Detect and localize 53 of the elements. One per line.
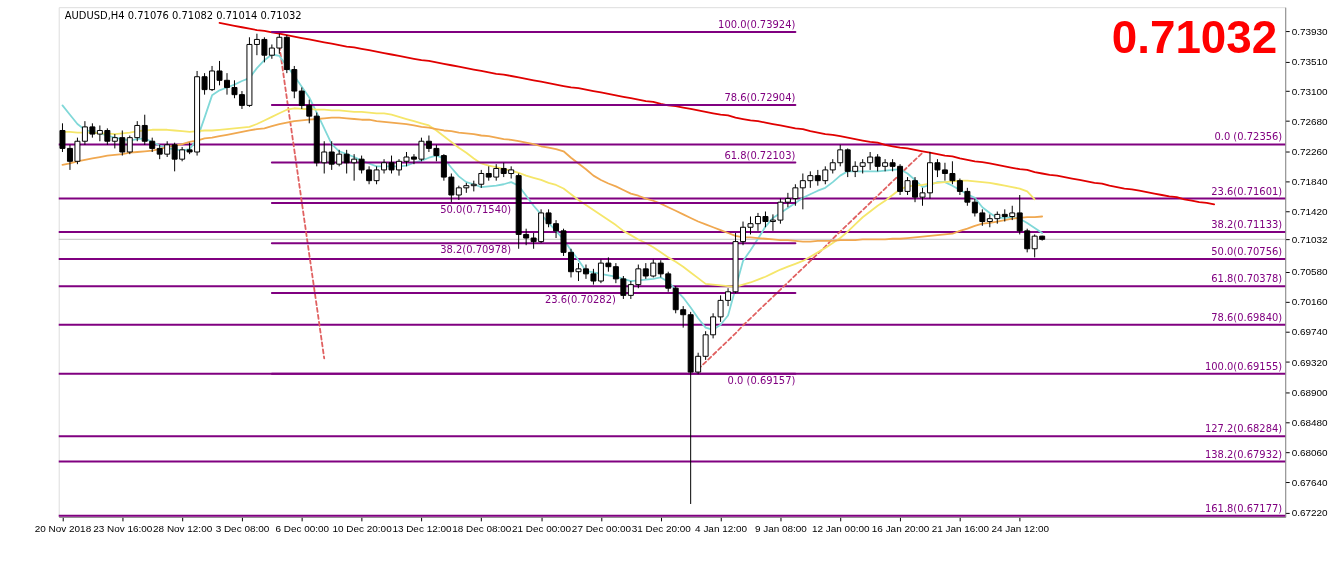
- annotation: 0.71032: [1111, 11, 1278, 63]
- x-tick-label: 13 Dec 12:00: [392, 523, 452, 535]
- series-label: 0.0 (0.69157): [727, 374, 796, 386]
- ref-line-label: 138.2(0.67932): [1204, 448, 1283, 460]
- y-tick-label: 0.71420: [1291, 205, 1329, 217]
- y-tick-label: 0.68060: [1291, 446, 1329, 458]
- y-tick-label: 0.73510: [1291, 56, 1329, 68]
- y-tick-label: 0.72260: [1291, 145, 1329, 157]
- x-tick-label: 27 Dec 00:00: [571, 523, 632, 535]
- x-tick-label: 23 Nov 16:00: [93, 523, 153, 535]
- y-tick-label: 0.68900: [1291, 386, 1329, 398]
- ref-line-label: 161.8(0.67177): [1204, 502, 1283, 514]
- ref-line-label: 61.8(0.70378): [1211, 273, 1283, 285]
- x-tick-label: 12 Jan 00:00: [812, 523, 870, 535]
- y-tick-label: 0.70580: [1291, 266, 1329, 278]
- x-tick-label: 20 Nov 2018: [34, 523, 92, 535]
- ref-line-label: 23.6(0.71601): [1211, 185, 1283, 197]
- ref-line-label: 50.0(0.70756): [1211, 246, 1283, 258]
- ref-line-label: 100.0(0.69155): [1204, 360, 1283, 372]
- x-tick-label: 18 Dec 08:00: [452, 523, 512, 535]
- series-label: 38.2(0.70978): [440, 244, 512, 256]
- series-label: 23.6(0.70282): [544, 294, 616, 306]
- x-tick-label: 9 Jan 08:00: [754, 523, 808, 535]
- x-tick-label: 10 Dec 20:00: [332, 523, 393, 535]
- y-tick-label: 0.72680: [1291, 115, 1329, 127]
- x-tick-label: 31 Dec 20:00: [631, 523, 692, 535]
- x-tick-label: 6 Dec 00:00: [275, 523, 330, 535]
- ref-line-label: 127.2(0.68284): [1204, 423, 1283, 435]
- ref-line-label: 0.0 (0.72356): [1214, 131, 1283, 143]
- y-tick-label: 0.73930: [1291, 26, 1329, 38]
- series-label: 50.0(0.71540): [440, 203, 512, 215]
- y-tick-label: 0.69740: [1291, 326, 1329, 338]
- y-tick-label: 0.67220: [1291, 507, 1329, 519]
- y-tick-label: 0.69320: [1291, 356, 1329, 368]
- x-tick-label: 21 Jan 16:00: [931, 523, 990, 535]
- series-label: 100.0(0.73924): [718, 19, 796, 30]
- y-tick-label: 0.73100: [1291, 85, 1329, 97]
- ref-line-label: 38.2(0.71133): [1211, 219, 1283, 231]
- y-tick-label: 0.70160: [1291, 296, 1329, 308]
- x-tick-label: 24 Jan 12:00: [991, 523, 1050, 535]
- series-label: 78.6(0.72904): [724, 92, 796, 104]
- x-tick-label: 28 Nov 12:00: [153, 523, 213, 535]
- y-tick-label: 0.71032: [1291, 233, 1329, 245]
- x-tick-label: 16 Jan 20:00: [871, 523, 930, 535]
- y-tick-label: 0.67640: [1291, 476, 1329, 488]
- series-label: 61.8(0.72103): [724, 149, 796, 161]
- y-tick-label: 0.68480: [1291, 416, 1329, 428]
- ref-line-label: 78.6(0.69840): [1211, 311, 1283, 323]
- x-tick-label: 4 Jan 12:00: [695, 523, 748, 535]
- chart-title: AUDUSD,H4 0.71076 0.71082 0.71014 0.71032: [64, 10, 302, 22]
- y-tick-label: 0.71840: [1291, 175, 1329, 187]
- x-tick-label: 3 Dec 08:00: [215, 523, 270, 535]
- x-tick-label: 21 Dec 00:00: [512, 523, 572, 535]
